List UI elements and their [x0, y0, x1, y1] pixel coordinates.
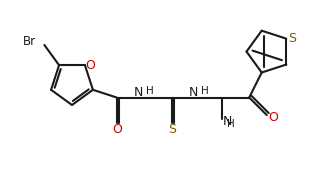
- Text: H: H: [201, 85, 209, 95]
- Text: O: O: [268, 111, 278, 124]
- Text: S: S: [288, 32, 296, 45]
- Text: S: S: [168, 123, 176, 136]
- Text: Br: Br: [23, 35, 36, 48]
- Text: N: N: [223, 115, 232, 128]
- Text: H: H: [146, 85, 154, 95]
- Text: N: N: [189, 86, 198, 99]
- Text: O: O: [85, 59, 95, 72]
- Text: O: O: [112, 123, 122, 136]
- Text: N: N: [134, 86, 143, 99]
- Text: H: H: [227, 119, 235, 129]
